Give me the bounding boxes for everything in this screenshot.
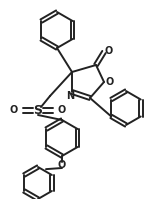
Text: O: O: [106, 77, 114, 87]
Text: O: O: [10, 105, 18, 115]
Text: S: S: [33, 103, 42, 116]
Text: O: O: [58, 105, 66, 115]
Text: O: O: [105, 46, 113, 56]
Text: N: N: [66, 91, 74, 101]
Text: O: O: [58, 160, 66, 170]
